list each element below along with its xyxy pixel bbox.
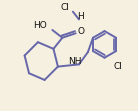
Text: Cl: Cl bbox=[114, 62, 123, 71]
Text: O: O bbox=[77, 27, 84, 36]
Text: Cl: Cl bbox=[60, 3, 69, 12]
Text: H: H bbox=[77, 12, 84, 21]
Text: HO: HO bbox=[33, 21, 47, 30]
Text: NH: NH bbox=[68, 57, 82, 66]
